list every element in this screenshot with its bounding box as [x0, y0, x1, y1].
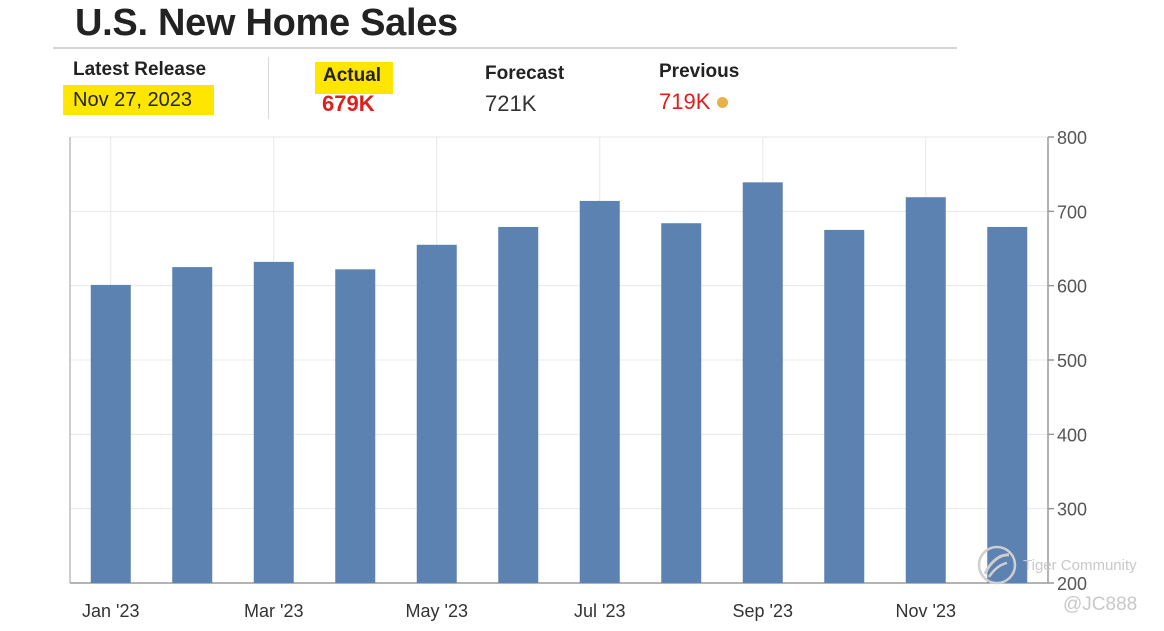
y-tick-label: 300 — [1057, 500, 1087, 520]
y-tick-label: 500 — [1057, 351, 1087, 371]
bar-1 — [90, 284, 131, 583]
bar-11 — [905, 197, 946, 583]
y-tick-label: 700 — [1057, 202, 1087, 222]
latest-release-date: Nov 27, 2023 — [63, 85, 214, 115]
bar-4 — [335, 269, 376, 583]
x-tick-label: Nov '23 — [896, 601, 956, 621]
bar-7 — [579, 200, 620, 583]
y-tick-label: 800 — [1057, 128, 1087, 148]
latest-release-block: Latest Release Nov 27, 2023 — [63, 58, 214, 115]
x-tick-label: Sep '23 — [733, 601, 794, 621]
y-tick-label: 600 — [1057, 277, 1087, 297]
previous-value-row: 719K — [659, 88, 739, 116]
previous-label: Previous — [659, 61, 740, 82]
latest-release-label: Latest Release — [73, 59, 207, 80]
tiger-logo-icon — [976, 544, 1018, 591]
forecast-block: Forecast 721K — [485, 62, 564, 118]
bar-8 — [661, 223, 702, 583]
bar-5 — [416, 244, 457, 584]
forecast-value: 721K — [485, 91, 537, 116]
x-tick-label: Mar '23 — [244, 601, 303, 621]
bar-6 — [498, 226, 539, 583]
x-tick-label: Jul '23 — [574, 601, 625, 621]
bar-12 — [987, 226, 1028, 583]
stats-divider — [268, 57, 269, 119]
x-tick-label: May '23 — [406, 601, 468, 621]
bar-2 — [172, 267, 213, 583]
y-tick-label: 400 — [1057, 425, 1087, 445]
watermark-brand: Tiger Community — [1023, 557, 1137, 574]
previous-block: Previous 719K — [659, 60, 739, 116]
bar-9 — [742, 182, 783, 584]
y-tick-label: 200 — [1057, 574, 1087, 594]
x-tick-label: Jan '23 — [82, 601, 139, 621]
actual-label: Actual — [315, 62, 394, 94]
bar-10 — [824, 229, 865, 583]
revision-dot-icon — [717, 97, 729, 108]
actual-block: Actual 679K — [315, 62, 394, 118]
previous-value: 719K — [659, 89, 711, 114]
page-title: U.S. New Home Sales — [75, 2, 458, 44]
bar-3 — [253, 261, 294, 583]
actual-value: 679K — [322, 91, 375, 116]
forecast-label: Forecast — [485, 63, 565, 84]
title-divider — [53, 47, 957, 49]
watermark-user: @JC888 — [1063, 594, 1138, 615]
